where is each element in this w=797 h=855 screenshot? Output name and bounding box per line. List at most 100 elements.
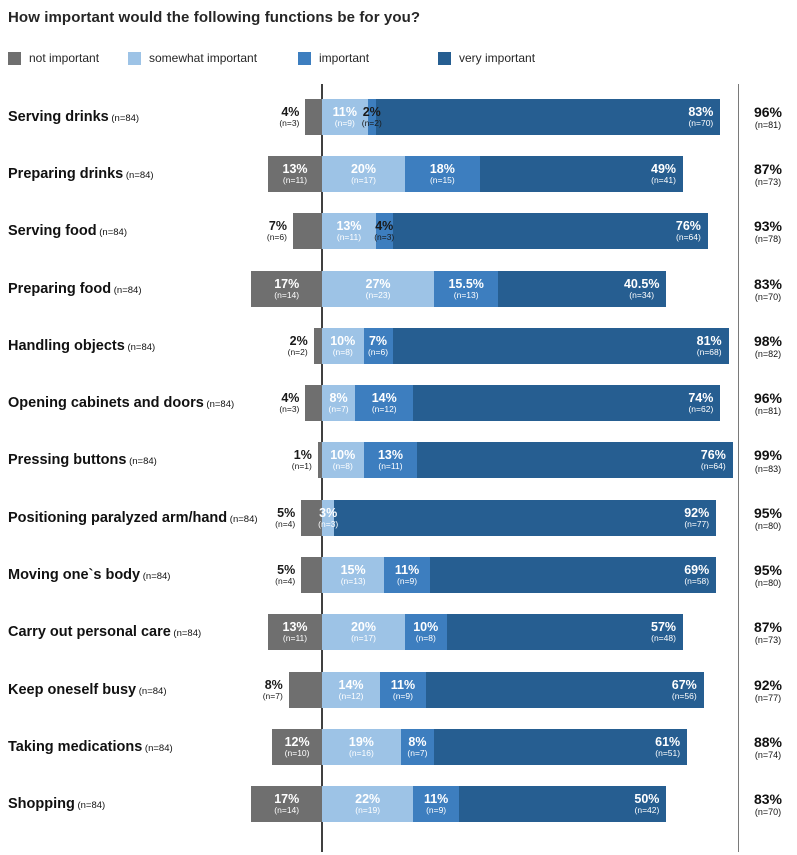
segment-pct: 10% (413, 620, 439, 635)
segment-pct: 4% (375, 219, 394, 234)
important-label: 10% (n=8) (413, 621, 438, 645)
not-important-label: 8% (n=7) (213, 678, 283, 702)
category-label: Carry out personal care (n=84) (8, 623, 201, 641)
segment-pct: 15.5% (448, 276, 484, 291)
segment-somewhat-important: 14% (n=12) (322, 671, 381, 708)
segment-n: (n=11) (282, 175, 308, 186)
legend-swatch-not-important (8, 51, 21, 65)
chart-row: Taking medications (n=84) 12% (n=10) 19% (n=… (0, 718, 797, 775)
category-sample-size: (n=84) (124, 341, 156, 353)
segment-pct: 4% (281, 104, 300, 119)
total-pct: 96% (753, 103, 783, 120)
somewhat-important-label: 22% (n=19) (355, 792, 380, 816)
segment-pct: 5% (277, 563, 296, 578)
not-important-label: 13% (n=11) (283, 162, 308, 186)
segment-n: (n=9) (334, 117, 355, 128)
somewhat-important-label: 8% (n=7) (329, 391, 349, 415)
row-total: 88% (n=74) (742, 734, 794, 760)
segment-pct: 76% (700, 448, 726, 463)
segment-n: (n=51) (655, 748, 681, 759)
very-important-label: 67% (n=56) (672, 678, 697, 702)
segment-very-important: 92% (n=77) (334, 499, 717, 536)
segment-n: (n=10) (284, 748, 310, 759)
segment-n: (n=3) (374, 232, 395, 243)
segment-very-important: 83% (n=70) (375, 98, 721, 135)
segment-n: (n=9) (397, 576, 418, 587)
category-name: Positioning paralyzed arm/hand (8, 509, 228, 526)
total-n: (n=80) (754, 520, 782, 531)
segment-somewhat-important: 11% (n=9) (322, 98, 368, 135)
category-sample-size: (n=84) (170, 628, 202, 640)
segment-not-important: 12% (n=10) (272, 728, 322, 765)
segment-pct: 81% (696, 334, 722, 349)
chart-row: Opening cabinets and doors (n=84) 4% (n=3)… (0, 375, 797, 432)
category-name: Moving one`s body (8, 567, 141, 584)
segment-n: (n=8) (415, 633, 436, 644)
segment-important: 11% (n=9) (384, 557, 430, 594)
segment-somewhat-important: 10% (n=8) (322, 327, 364, 364)
not-important-label: 4% (n=3) (229, 105, 299, 129)
total-n: (n=78) (754, 234, 782, 245)
category-name: Keep oneself busy (8, 681, 137, 698)
segment-important: 18% (n=15) (405, 155, 480, 192)
total-n: (n=80) (754, 577, 782, 588)
segment-somewhat-important: 15% (n=13) (322, 557, 385, 594)
segment-pct: 2% (362, 104, 381, 119)
total-n: (n=74) (754, 749, 782, 760)
total-pct: 83% (753, 275, 783, 292)
segment-n: (n=13) (340, 576, 366, 587)
segment-n: (n=11) (282, 633, 308, 644)
segment-pct: 14% (371, 391, 397, 406)
segment-n: (n=6) (266, 232, 287, 243)
total-pct: 88% (753, 733, 783, 750)
somewhat-important-label: 19% (n=16) (349, 735, 374, 759)
total-pct: 95% (753, 561, 783, 578)
category-name: Serving food (8, 223, 97, 240)
segment-n: (n=11) (378, 461, 403, 472)
category-name: Taking medications (8, 738, 143, 755)
segment-very-important: 49% (n=41) (479, 155, 684, 192)
segment-pct: 49% (651, 162, 677, 177)
category-sample-size: (n=84) (96, 227, 127, 239)
segment-important: 2% (n=2) (362, 98, 382, 135)
very-important-label: 76% (n=64) (701, 449, 726, 473)
segment-n: (n=14) (274, 805, 300, 816)
segment-pct: 5% (277, 505, 296, 520)
segment-n: (n=3) (279, 117, 300, 128)
segment-not-important: 13% (n=11) (268, 155, 322, 192)
total-pct: 96% (753, 389, 783, 406)
segment-very-important: 76% (n=64) (417, 442, 733, 479)
segment-somewhat-important: 20% (n=17) (322, 614, 405, 651)
total-n: (n=77) (754, 692, 782, 703)
legend-swatch-important (298, 51, 311, 65)
segment-n: (n=1) (291, 461, 312, 472)
category-label: Opening cabinets and doors (n=84) (8, 394, 234, 412)
category-sample-size: (n=84) (74, 800, 106, 812)
segment-pct: 69% (684, 563, 710, 578)
segment-pct: 50% (634, 792, 660, 807)
segment-pct: 22% (355, 792, 381, 807)
segment-not-important (313, 327, 322, 364)
category-name: Opening cabinets and doors (8, 395, 204, 412)
important-label: 4% (n=3) (374, 219, 394, 243)
important-label: 18% (n=15) (430, 162, 455, 186)
segment-not-important: 13% (n=11) (268, 614, 322, 651)
segment-pct: 17% (274, 276, 300, 291)
segment-n: (n=2) (361, 117, 382, 128)
segment-not-important (305, 385, 322, 422)
segment-pct: 8% (264, 677, 283, 692)
not-important-label: 13% (n=11) (283, 621, 308, 645)
segment-pct: 1% (293, 448, 312, 463)
segment-n: (n=7) (407, 748, 428, 759)
segment-pct: 20% (350, 162, 377, 177)
not-important-label: 5% (n=4) (225, 506, 295, 530)
very-important-label: 69% (n=58) (684, 563, 709, 587)
category-label: Pressing buttons (n=84) (8, 451, 157, 469)
segment-pct: 27% (365, 276, 391, 291)
chart-row: Shopping (n=84) 17% (n=14) 22% (n=19) 11% (n=9… (0, 776, 797, 833)
somewhat-important-label: 3% (n=3) (318, 506, 338, 530)
important-label: 2% (n=2) (362, 105, 382, 129)
category-sample-size: (n=84) (142, 742, 173, 754)
